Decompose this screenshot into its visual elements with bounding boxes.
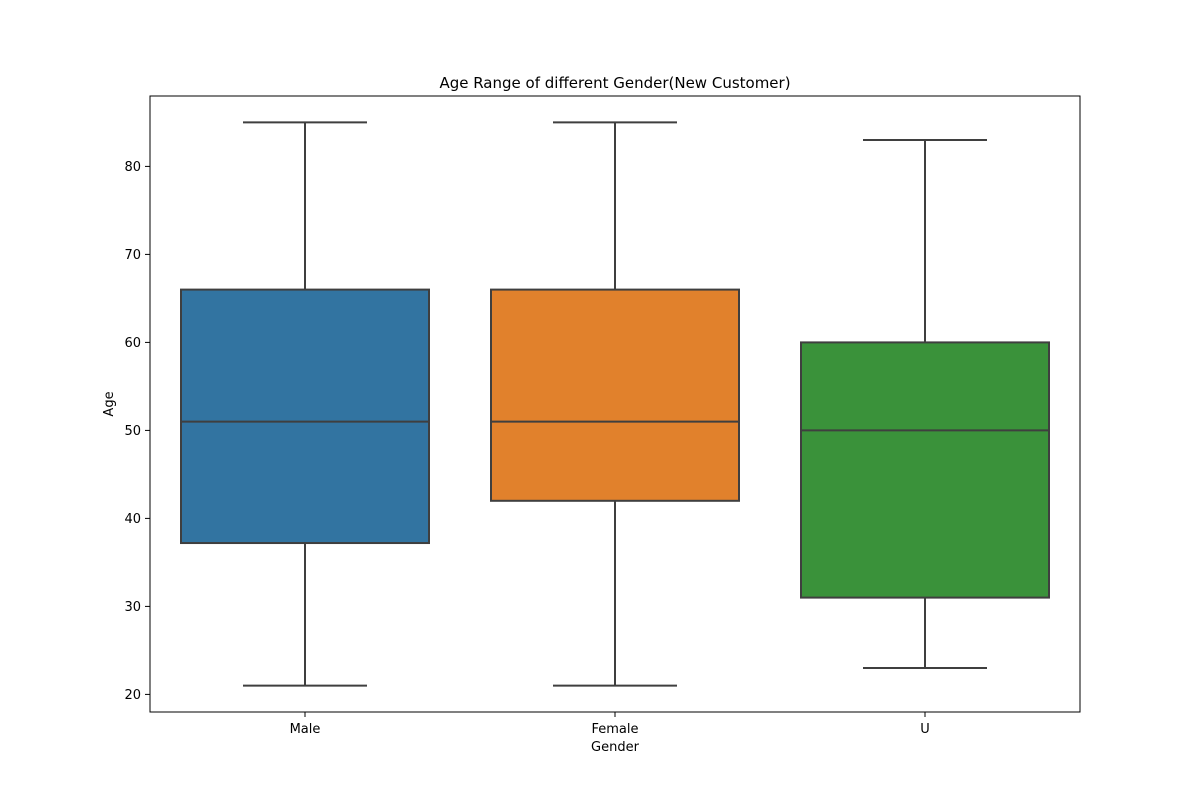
x-tick-label: Male (290, 722, 321, 737)
y-tick-label: 70 (124, 248, 141, 263)
box-body (800, 341, 1050, 599)
y-axis-label: Age (102, 391, 117, 416)
box-body (180, 288, 430, 545)
box-group-male (180, 121, 430, 687)
y-tick-label: 20 (124, 688, 141, 703)
x-tick-label: U (920, 722, 930, 737)
y-tick-label: 40 (124, 512, 141, 527)
y-tick-label: 30 (124, 600, 141, 615)
y-tick-label: 80 (124, 160, 141, 175)
box-group-female (490, 121, 740, 687)
y-tick-label: 60 (124, 336, 141, 351)
x-axis-label: Gender (591, 740, 640, 755)
box-body (490, 288, 740, 502)
x-axis: Male Female U (290, 712, 930, 737)
boxes-layer (180, 121, 1050, 687)
y-axis: 20 30 40 50 60 70 80 (124, 160, 150, 703)
x-tick-label: Female (591, 722, 638, 737)
y-tick-label: 50 (124, 424, 141, 439)
chart-title: Age Range of different Gender(New Custom… (439, 74, 790, 92)
box-group-u (800, 139, 1050, 669)
